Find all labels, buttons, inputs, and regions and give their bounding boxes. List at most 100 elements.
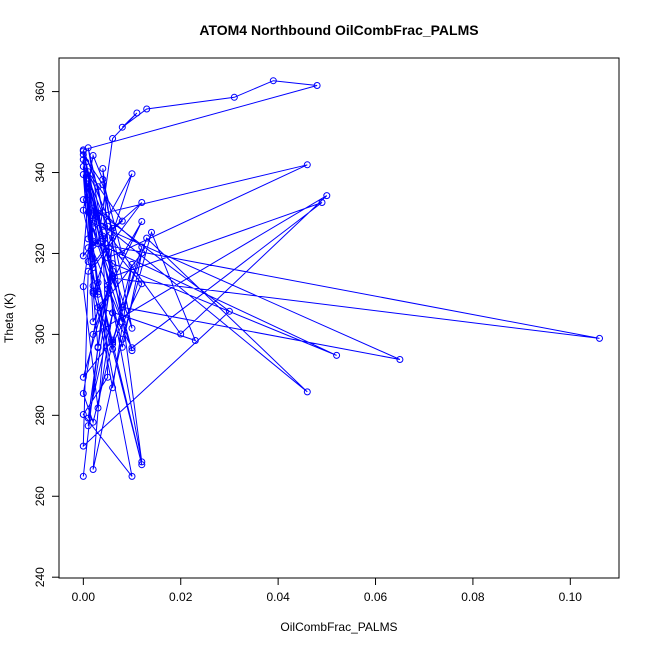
data-point (109, 340, 117, 348)
data-point (89, 264, 97, 272)
data-point (89, 224, 97, 232)
data-point (79, 156, 87, 164)
data-point (99, 165, 107, 172)
data-point (118, 217, 126, 225)
data-point (89, 287, 97, 295)
data-point (79, 390, 87, 397)
series-line-0 (82, 80, 600, 477)
data-point (118, 318, 126, 326)
data-point (89, 237, 97, 245)
data-point (596, 334, 603, 342)
data-point (128, 344, 136, 352)
series-points (79, 77, 603, 480)
data-point (177, 330, 185, 338)
data-point (84, 208, 92, 216)
data-point (94, 303, 102, 311)
data-point (109, 267, 117, 275)
data-point (99, 232, 107, 240)
y-tick-label: 360 (33, 81, 47, 101)
data-point (89, 152, 97, 159)
data-point (79, 411, 87, 418)
x-axis-label: OilCombFrac_PALMS (280, 620, 397, 634)
data-point (84, 267, 92, 275)
data-point (109, 260, 117, 268)
data-point (104, 254, 112, 262)
data-point (104, 222, 112, 230)
chart-title: ATOM4 Northbound OilCombFrac_PALMS (199, 22, 478, 38)
y-tick-label: 240 (33, 567, 47, 587)
data-point (89, 289, 97, 297)
x-tick-label: 0.08 (461, 590, 485, 604)
x-tick-label: 0.00 (72, 590, 96, 604)
data-point (138, 243, 146, 251)
data-point (396, 356, 404, 363)
y-tick-label: 280 (33, 405, 47, 425)
data-point (133, 109, 141, 117)
data-point (99, 222, 107, 230)
data-point (89, 466, 97, 473)
data-point (303, 161, 311, 169)
data-point (79, 373, 87, 381)
data-point (109, 234, 117, 242)
data-point (104, 285, 112, 293)
data-point (99, 209, 107, 217)
data-point (99, 175, 107, 183)
data-point (138, 280, 146, 288)
data-point (89, 204, 97, 212)
data-point (89, 418, 97, 426)
data-point (79, 147, 87, 155)
series-lines (82, 80, 600, 477)
data-point (89, 330, 97, 338)
data-point (118, 251, 126, 259)
data-point (143, 234, 151, 242)
y-tick-label: 300 (33, 324, 47, 344)
data-point (313, 82, 321, 89)
data-point (109, 336, 117, 344)
data-point (99, 235, 107, 242)
data-point (118, 335, 126, 343)
data-point (84, 177, 92, 185)
y-tick-label: 260 (33, 486, 47, 506)
data-point (109, 384, 117, 392)
data-point (89, 219, 97, 227)
data-point (79, 196, 87, 204)
data-point (84, 196, 92, 204)
data-point (79, 252, 87, 260)
data-point (104, 281, 112, 289)
data-point (104, 373, 112, 381)
x-tick-label: 0.06 (364, 590, 388, 604)
y-tick-label: 320 (33, 243, 47, 263)
data-point (128, 347, 136, 355)
x-tick-label: 0.04 (266, 590, 290, 604)
data-point (89, 282, 97, 290)
data-point (128, 260, 136, 268)
data-point (84, 185, 92, 193)
data-point (79, 151, 87, 159)
data-point (94, 288, 102, 296)
data-point (84, 168, 92, 176)
data-point (79, 442, 87, 450)
data-point (84, 414, 92, 422)
data-point (323, 192, 331, 200)
data-point (109, 135, 117, 142)
data-point (143, 105, 151, 113)
data-point (84, 422, 92, 430)
data-point (84, 258, 92, 265)
data-point (148, 228, 155, 236)
data-point (138, 458, 146, 466)
data-point (94, 404, 102, 412)
x-tick-label: 0.02 (169, 590, 193, 604)
data-point (318, 199, 326, 206)
data-point (79, 163, 87, 170)
x-axis: 0.00 0.02 0.04 0.06 0.08 0.10 (72, 577, 582, 604)
data-point (230, 93, 238, 101)
data-point (109, 345, 117, 353)
data-point (94, 290, 102, 298)
data-point (99, 181, 107, 189)
data-point (333, 351, 341, 359)
data-point (191, 337, 199, 344)
y-tick-label: 340 (33, 162, 47, 182)
data-point (94, 344, 102, 352)
data-point (79, 283, 87, 291)
